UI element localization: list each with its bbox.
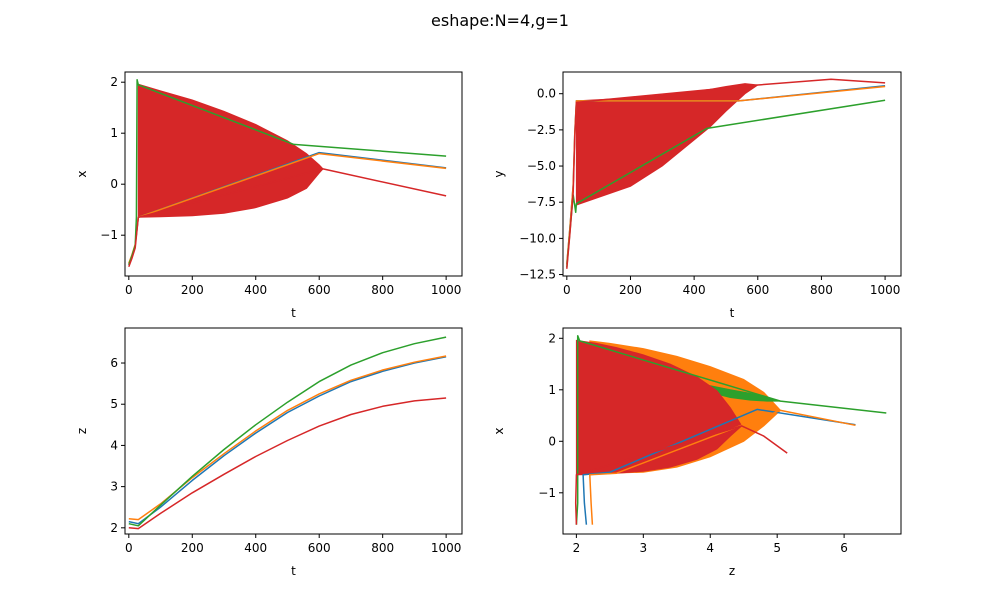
axes-frame xyxy=(562,71,902,277)
series-3-line xyxy=(575,334,887,525)
y-tick-label: 0 xyxy=(548,434,556,448)
axes-frame xyxy=(562,327,902,535)
plot-area xyxy=(128,336,447,530)
y-axis-label: y xyxy=(492,170,506,177)
x-tick-label: 4 xyxy=(706,541,714,555)
x-tick-label: 5 xyxy=(773,541,781,555)
y-tick-label: 2 xyxy=(110,75,118,89)
series-4-line xyxy=(128,397,447,530)
y-tick-label: −7.5 xyxy=(527,195,556,209)
series-2-line xyxy=(589,409,856,525)
subplot-4: 2 3 4 5 6 −1 0 1 2 z x xyxy=(492,327,902,578)
x-tick-label: 200 xyxy=(619,283,642,297)
axes-frame xyxy=(124,327,463,535)
x-axis-label: t xyxy=(291,306,296,320)
x-tick-label: 0 xyxy=(125,541,133,555)
series-4-oscillation-band xyxy=(137,83,324,218)
x-axis-label: t xyxy=(730,306,735,320)
y-tick-label: 0.0 xyxy=(537,87,556,101)
y-tick-label: 5 xyxy=(110,397,118,411)
x-tick-label: 800 xyxy=(371,283,394,297)
series-2-line xyxy=(128,355,447,521)
y-tick-label: −2.5 xyxy=(527,123,556,137)
y-axis-label: x xyxy=(75,170,89,177)
subplot-2: 0 200 400 600 800 1000 −12.5 −10.0 −7.5 −5.0 −2.5 0… xyxy=(492,71,902,320)
x-tick-label: 800 xyxy=(810,283,833,297)
x-tick-label: 400 xyxy=(244,541,267,555)
series-1-line xyxy=(582,408,856,525)
plot-area xyxy=(566,78,886,269)
y-tick-label: −5.0 xyxy=(527,159,556,173)
x-tick-label: 2 xyxy=(573,541,581,555)
x-tick-label: 1000 xyxy=(431,283,462,297)
series-1-line xyxy=(128,356,447,525)
y-tick-label: 0 xyxy=(110,177,118,191)
x-axis-label: t xyxy=(291,564,296,578)
y-tick-label: −1 xyxy=(100,228,118,242)
x-tick-label: 0 xyxy=(125,283,133,297)
y-tick-label: −10.0 xyxy=(519,231,556,245)
figure-title: eshape:N=4,g=1 xyxy=(431,11,569,30)
x-axis-label: z xyxy=(729,564,735,578)
x-tick-label: 3 xyxy=(639,541,647,555)
series-4-line xyxy=(566,78,886,269)
axes-frame xyxy=(124,71,463,277)
y-tick-label: 6 xyxy=(110,356,118,370)
x-tick-label: 600 xyxy=(308,541,331,555)
x-tick-label: 800 xyxy=(371,541,394,555)
y-axis-label: x xyxy=(492,427,506,434)
subplot-1: 0 200 400 600 800 1000 −1 0 1 2 t x xyxy=(75,71,463,320)
y-tick-label: 3 xyxy=(110,480,118,494)
x-tick-label: 0 xyxy=(563,283,571,297)
y-tick-label: 4 xyxy=(110,438,118,452)
series-4-line xyxy=(128,168,447,268)
x-tick-label: 400 xyxy=(683,283,706,297)
series-4-line xyxy=(574,425,788,525)
y-tick-label: −1 xyxy=(538,486,556,500)
y-tick-label: 2 xyxy=(110,521,118,535)
plot-area xyxy=(128,78,447,268)
x-tick-label: 6 xyxy=(840,541,848,555)
x-tick-label: 1000 xyxy=(431,541,462,555)
x-tick-label: 400 xyxy=(244,283,267,297)
x-tick-label: 200 xyxy=(181,283,204,297)
y-axis-label: z xyxy=(75,428,89,434)
y-tick-label: 1 xyxy=(110,126,118,140)
x-tick-label: 600 xyxy=(308,283,331,297)
x-tick-label: 1000 xyxy=(870,283,901,297)
x-tick-label: 600 xyxy=(746,283,769,297)
plot-area xyxy=(574,334,887,525)
y-tick-label: 2 xyxy=(548,331,556,345)
subplot-3: 0 200 400 600 800 1000 2 3 4 5 6 t z xyxy=(75,327,463,578)
x-tick-label: 200 xyxy=(181,541,204,555)
y-tick-label: −12.5 xyxy=(519,268,556,282)
series-3-line xyxy=(128,336,447,527)
y-tick-label: 1 xyxy=(548,383,556,397)
